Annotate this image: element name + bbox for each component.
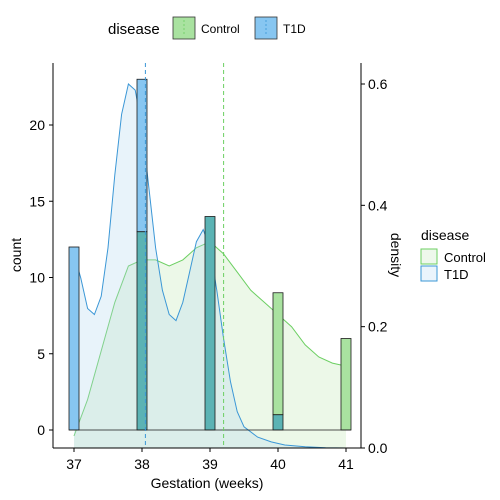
bar-layer [68,78,352,431]
y-right-tick-label-0.4: 0.4 [368,197,388,213]
axes [52,63,362,449]
y-tick-label-15: 15 [29,193,45,209]
y-right-tick-label-0.6: 0.6 [368,76,388,92]
legend-right-title: disease [421,227,469,243]
density-line-t1d [73,83,347,449]
bar-overlap-39 [204,216,216,431]
y-tick-label-0: 0 [37,422,45,438]
tick-layer: 37 38 39 40 41 0 5 10 15 20 0.0 0.2 0.4 0.6 [29,76,387,472]
legend-right-label-control: Control [444,250,486,265]
x-tick-label-41: 41 [338,456,354,472]
y-tick-label-20: 20 [29,117,45,133]
legend-right-swatch-control [420,248,438,265]
x-tick-label-38: 38 [134,456,150,472]
y-right-tick-label-0.2: 0.2 [368,319,388,335]
bar-control-40 [272,292,284,416]
legend-right: disease Control T1D [420,227,486,282]
y-axis-title: count [8,238,24,272]
legend-right-label-t1d: T1D [444,267,469,282]
x-tick-label-39: 39 [202,456,218,472]
y-axis-right-title: density [388,233,404,277]
legend-top-label-control: Control [201,22,240,36]
x-axis-title: Gestation (weeks) [151,475,264,491]
x-tick-label-40: 40 [270,456,286,472]
y-tick-label-5: 5 [37,346,45,362]
bar-t1d-37 [68,246,80,431]
legend-top: disease Control T1D [108,16,306,40]
bar-overlap-40 [272,414,284,431]
y-right-tick-label-0.0: 0.0 [368,440,388,456]
y-tick-label-10: 10 [29,270,45,286]
x-tick-label-37: 37 [66,456,82,472]
legend-top-title: disease [108,21,160,38]
bar-control-41 [340,338,352,431]
mean-line-layer [144,63,225,448]
legend-right-swatch-t1d [420,265,438,282]
legend-top-label-t1d: T1D [283,22,306,36]
